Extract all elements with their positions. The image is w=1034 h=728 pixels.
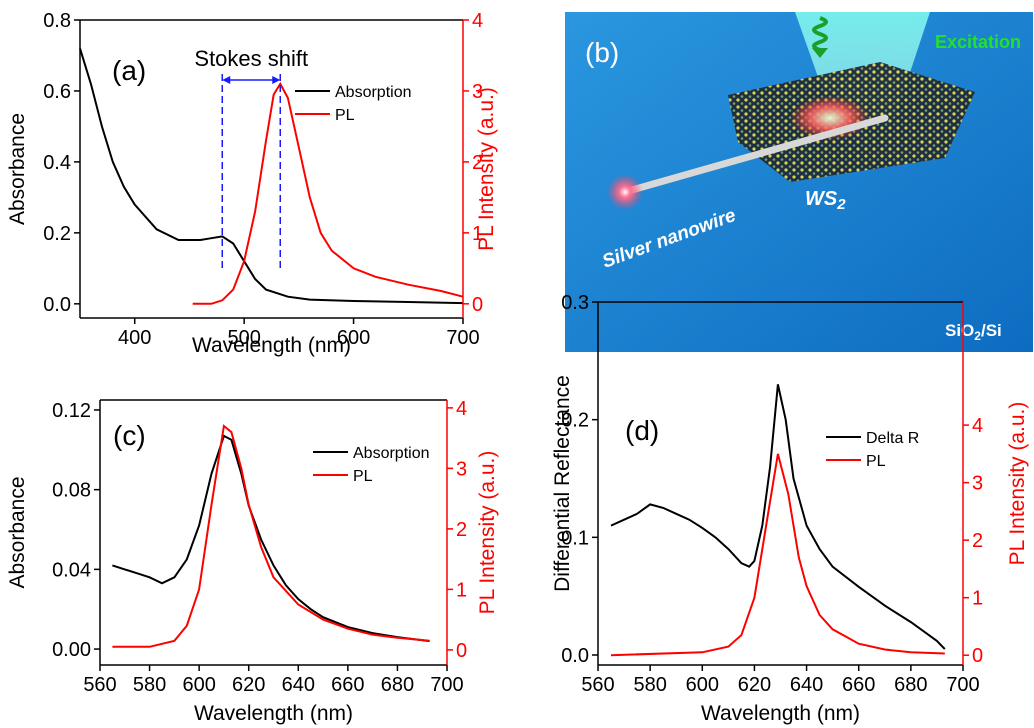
y-tick-label: 0.0 bbox=[561, 645, 589, 667]
chart-panel: 400 500 600 700 0.0 0.2 0.4 0.6 0.8 0 1 2 3 4 Waveleng… bbox=[6, 10, 498, 357]
chart-panel: 560 580 600 620 640 660 680 700 0.00 0.04 0.08 0.12… bbox=[6, 398, 499, 725]
y2-tick-label: 4 bbox=[456, 398, 467, 420]
excitation-arrowhead bbox=[812, 48, 828, 58]
substrate-background bbox=[565, 12, 1033, 352]
x-tick-label: 700 bbox=[946, 674, 979, 696]
illustration: (b) Excitation Silver nanowire WS2 SiO2/… bbox=[565, 12, 1033, 352]
x-tick-label: 640 bbox=[790, 674, 823, 696]
legend-label: PL bbox=[866, 453, 886, 470]
material-main: WS bbox=[805, 188, 838, 210]
y2-tick-label: 0 bbox=[972, 645, 983, 667]
series-line bbox=[192, 81, 464, 305]
legend-label: PL bbox=[353, 468, 373, 485]
x-tick-label: 680 bbox=[381, 674, 414, 696]
substrate-rest: /Si bbox=[981, 321, 1002, 340]
x-axis-title: Wavelength (nm) bbox=[192, 334, 351, 357]
emission-glow bbox=[607, 174, 643, 210]
substrate-main: SiO bbox=[945, 321, 974, 340]
legend-label: Absorption bbox=[335, 84, 412, 101]
x-tick-label: 500 bbox=[227, 327, 260, 349]
y2-axis-title: PL Intensity (a.u.) bbox=[475, 87, 498, 251]
y2-tick-label: 3 bbox=[972, 473, 983, 495]
x-tick-label: 660 bbox=[842, 674, 875, 696]
y2-tick-label: 0 bbox=[456, 640, 467, 662]
panel-label: (d) bbox=[625, 415, 659, 446]
y2-tick-label: 3 bbox=[456, 458, 467, 480]
series-line bbox=[610, 453, 945, 657]
y-tick-label: 0.1 bbox=[561, 527, 589, 549]
y-tick-label: 0.00 bbox=[52, 639, 91, 661]
y2-tick-label: 2 bbox=[456, 519, 467, 541]
y-tick-label: 0.0 bbox=[43, 294, 71, 316]
panel-label: (b) bbox=[585, 37, 619, 68]
excitation-label: Excitation bbox=[935, 32, 1021, 52]
x-tick-label: 600 bbox=[337, 327, 370, 349]
y2-tick-label: 1 bbox=[972, 588, 983, 610]
x-tick-label: 620 bbox=[232, 674, 265, 696]
x-tick-label: 580 bbox=[133, 674, 166, 696]
silver-nanowire bbox=[621, 114, 889, 196]
x-tick-label: 620 bbox=[738, 674, 771, 696]
y2-tick-label: 0 bbox=[472, 294, 483, 316]
material-subscript: 2 bbox=[836, 196, 846, 213]
substrate-label: SiO2/Si bbox=[945, 321, 1002, 343]
x-axis-title: Wavelength (nm) bbox=[194, 702, 353, 725]
y2-tick-label: 2 bbox=[972, 530, 983, 552]
series-line bbox=[610, 384, 946, 650]
material-label: WS2 bbox=[805, 188, 846, 213]
y-tick-label: 0.04 bbox=[52, 559, 91, 581]
y-tick-label: 0.8 bbox=[43, 10, 71, 32]
y-tick-label: 0.08 bbox=[52, 480, 91, 502]
y2-tick-label: 1 bbox=[456, 579, 467, 601]
y-tick-label: 0.12 bbox=[52, 400, 91, 422]
y-tick-label: 0.2 bbox=[43, 223, 71, 245]
x-tick-label: 700 bbox=[446, 327, 479, 349]
x-tick-label: 640 bbox=[282, 674, 315, 696]
annotation: Stokes shift bbox=[194, 46, 308, 71]
panel-label: (a) bbox=[112, 55, 146, 86]
legend-label: Absorption bbox=[353, 445, 430, 462]
series-line bbox=[112, 424, 430, 648]
chart-panel: 560 580 600 620 640 660 680 700 0.0 0.1 0.2 0.3 0 1 2 3… bbox=[551, 292, 1029, 725]
substrate-subscript: 2 bbox=[974, 329, 981, 343]
y2-tick-label: 1 bbox=[472, 223, 483, 245]
series-line bbox=[79, 48, 464, 305]
x-tick-label: 560 bbox=[83, 674, 116, 696]
series-line bbox=[112, 434, 430, 643]
y-tick-label: 0.4 bbox=[43, 152, 71, 174]
y-tick-label: 0.6 bbox=[43, 81, 71, 103]
x-axis-title: Wavelength (nm) bbox=[701, 702, 860, 725]
y2-axis-title: PL Intensity (a.u.) bbox=[1006, 402, 1029, 566]
y-tick-label: 0.3 bbox=[561, 292, 589, 314]
y2-tick-label: 3 bbox=[472, 81, 483, 103]
legend-label: Delta R bbox=[866, 430, 919, 447]
excitation-arrow bbox=[812, 16, 828, 52]
x-tick-label: 580 bbox=[633, 674, 666, 696]
y-axis-title: Absorbance bbox=[6, 113, 29, 225]
y-tick-label: 0.2 bbox=[561, 410, 589, 432]
x-tick-label: 700 bbox=[430, 674, 463, 696]
x-tick-label: 660 bbox=[331, 674, 364, 696]
y2-axis-title: PL Intensity (a.u.) bbox=[476, 451, 499, 615]
y2-tick-label: 2 bbox=[472, 152, 483, 174]
x-tick-label: 600 bbox=[182, 674, 215, 696]
y-axis-title: Absorbance bbox=[6, 476, 29, 588]
x-tick-label: 400 bbox=[118, 327, 151, 349]
legend-label: PL bbox=[335, 107, 355, 124]
x-tick-label: 600 bbox=[686, 674, 719, 696]
y-axis-title: Differential Reflectance bbox=[551, 375, 574, 592]
panel-label: (c) bbox=[113, 420, 146, 451]
x-tick-label: 680 bbox=[894, 674, 927, 696]
x-tick-label: 560 bbox=[581, 674, 614, 696]
y2-tick-label: 4 bbox=[472, 10, 483, 32]
y2-tick-label: 4 bbox=[972, 415, 983, 437]
